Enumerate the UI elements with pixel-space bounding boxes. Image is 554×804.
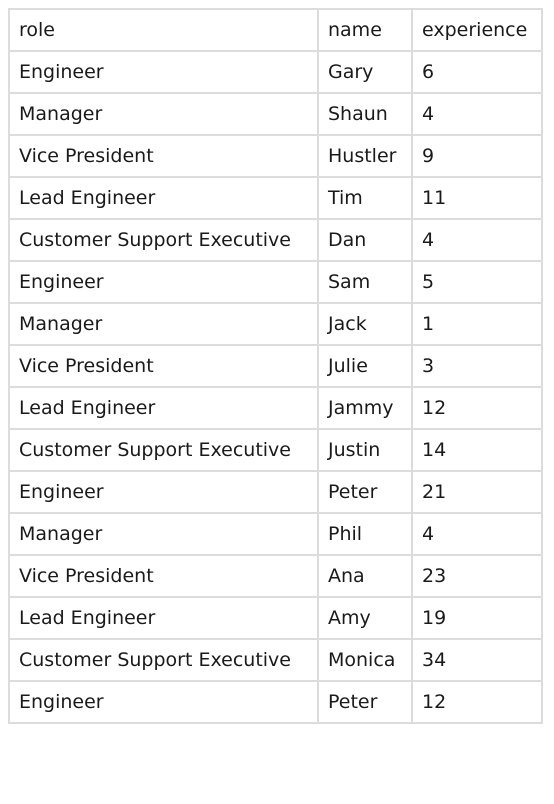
role-cell: Vice President: [8, 134, 319, 178]
role-cell: Engineer: [8, 470, 319, 514]
table-row: Engineer Peter 21: [8, 470, 543, 514]
experience-cell: 19: [411, 596, 543, 640]
experience-cell: 12: [411, 680, 543, 724]
experience-cell: 34: [411, 638, 543, 682]
table-row: Engineer Sam 5: [8, 260, 543, 304]
table-row: Vice President Hustler 9: [8, 134, 543, 178]
table-body: Engineer Gary 6 Manager Shaun 4 Vice President…: [8, 50, 543, 724]
name-cell: Peter: [317, 470, 413, 514]
name-cell: Jack: [317, 302, 413, 346]
name-cell: Justin: [317, 428, 413, 472]
table-row: Customer Support Executive Justin 14: [8, 428, 543, 472]
table-row: Lead Engineer Jammy 12: [8, 386, 543, 430]
role-cell: Vice President: [8, 554, 319, 598]
experience-cell: 5: [411, 260, 543, 304]
experience-cell: 23: [411, 554, 543, 598]
experience-cell: 1: [411, 302, 543, 346]
table-row: Vice President Julie 3: [8, 344, 543, 388]
name-cell: Shaun: [317, 92, 413, 136]
name-cell: Julie: [317, 344, 413, 388]
table-row: Manager Shaun 4: [8, 92, 543, 136]
experience-cell: 9: [411, 134, 543, 178]
name-cell: Phil: [317, 512, 413, 556]
column-header-name: name: [317, 8, 413, 52]
table-row: Customer Support Executive Dan 4: [8, 218, 543, 262]
name-cell: Monica: [317, 638, 413, 682]
table-row: Vice President Ana 23: [8, 554, 543, 598]
header-row: role name experience: [8, 8, 543, 52]
column-header-role: role: [8, 8, 319, 52]
table-container: role name experience Engineer Gary 6 Manage…: [8, 8, 543, 724]
name-cell: Ana: [317, 554, 413, 598]
role-cell: Lead Engineer: [8, 386, 319, 430]
role-cell: Manager: [8, 512, 319, 556]
name-cell: Peter: [317, 680, 413, 724]
table-row: Engineer Peter 12: [8, 680, 543, 724]
name-cell: Dan: [317, 218, 413, 262]
table-row: Lead Engineer Tim 11: [8, 176, 543, 220]
table-row: Manager Phil 4: [8, 512, 543, 556]
table-row: Manager Jack 1: [8, 302, 543, 346]
name-cell: Hustler: [317, 134, 413, 178]
role-cell: Lead Engineer: [8, 176, 319, 220]
role-cell: Customer Support Executive: [8, 428, 319, 472]
role-cell: Customer Support Executive: [8, 638, 319, 682]
name-cell: Gary: [317, 50, 413, 94]
table-row: Lead Engineer Amy 19: [8, 596, 543, 640]
column-header-experience: experience: [411, 8, 543, 52]
role-cell: Manager: [8, 92, 319, 136]
experience-cell: 4: [411, 92, 543, 136]
table-row: Engineer Gary 6: [8, 50, 543, 94]
experience-cell: 11: [411, 176, 543, 220]
experience-cell: 6: [411, 50, 543, 94]
role-cell: Lead Engineer: [8, 596, 319, 640]
name-cell: Amy: [317, 596, 413, 640]
experience-cell: 4: [411, 512, 543, 556]
experience-cell: 21: [411, 470, 543, 514]
role-cell: Engineer: [8, 50, 319, 94]
name-cell: Sam: [317, 260, 413, 304]
table-row: Customer Support Executive Monica 34: [8, 638, 543, 682]
role-cell: Engineer: [8, 260, 319, 304]
role-cell: Customer Support Executive: [8, 218, 319, 262]
experience-cell: 4: [411, 218, 543, 262]
role-cell: Engineer: [8, 680, 319, 724]
role-cell: Vice President: [8, 344, 319, 388]
name-cell: Jammy: [317, 386, 413, 430]
data-table: role name experience Engineer Gary 6 Manage…: [8, 8, 543, 724]
table-header: role name experience: [8, 8, 543, 52]
role-cell: Manager: [8, 302, 319, 346]
name-cell: Tim: [317, 176, 413, 220]
experience-cell: 14: [411, 428, 543, 472]
experience-cell: 3: [411, 344, 543, 388]
experience-cell: 12: [411, 386, 543, 430]
